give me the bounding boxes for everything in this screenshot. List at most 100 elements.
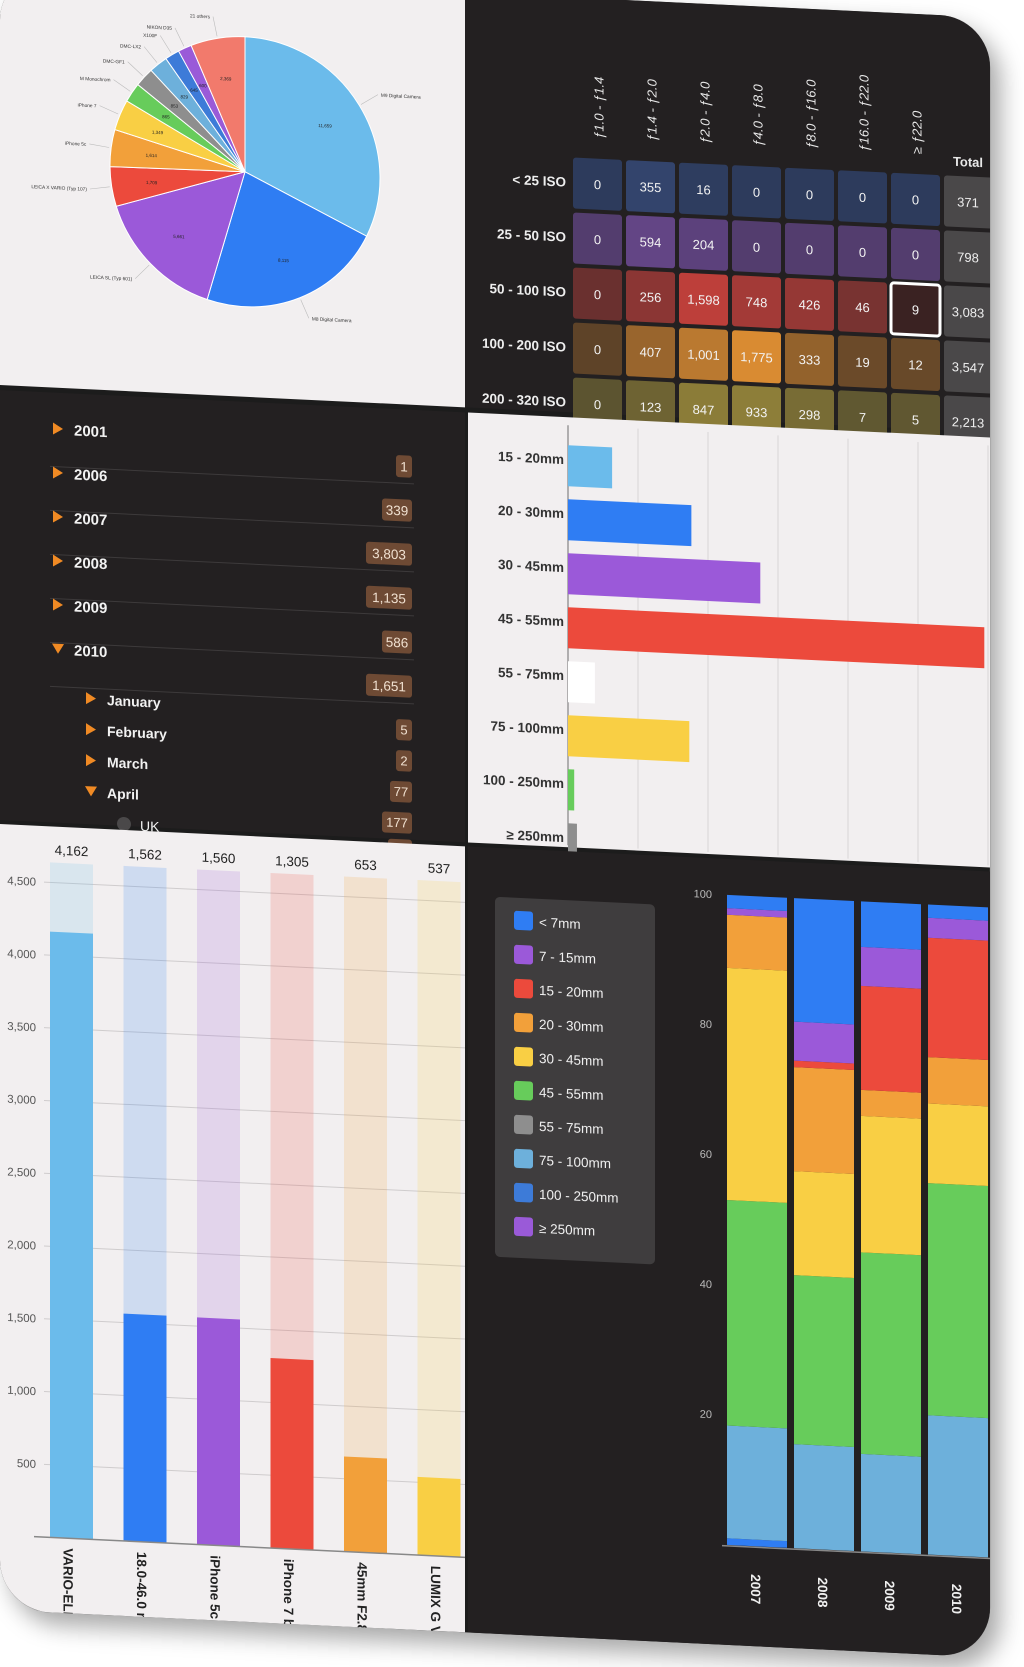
heatmap-cell[interactable] bbox=[626, 215, 675, 269]
stack-segment[interactable] bbox=[794, 898, 854, 1025]
tree-year-row[interactable]: 2006 339 bbox=[50, 465, 414, 529]
heatmap-cell[interactable] bbox=[785, 332, 834, 386]
stack-segment[interactable] bbox=[727, 894, 787, 912]
stack-segment[interactable] bbox=[794, 1171, 854, 1278]
heatmap-cell[interactable] bbox=[785, 222, 834, 276]
tree-month-row[interactable]: March 77 bbox=[86, 753, 412, 803]
heatmap-cell[interactable] bbox=[679, 272, 728, 326]
stack-segment[interactable] bbox=[794, 1021, 854, 1064]
heatmap-cell[interactable] bbox=[679, 162, 728, 216]
heatmap-cell[interactable] bbox=[838, 335, 887, 389]
heatmap-cell[interactable] bbox=[679, 382, 728, 436]
vbar-bar[interactable] bbox=[344, 1456, 387, 1554]
hbar-bar[interactable] bbox=[568, 661, 595, 704]
disclosure-closed-icon[interactable] bbox=[86, 692, 96, 705]
heatmap-cell[interactable] bbox=[891, 227, 940, 281]
vbar-bar[interactable] bbox=[417, 1476, 461, 1558]
disclosure-closed-icon[interactable] bbox=[86, 754, 96, 767]
stack-segment[interactable] bbox=[727, 1538, 787, 1548]
hbar-bar[interactable] bbox=[568, 607, 985, 669]
disclosure-closed-icon[interactable] bbox=[53, 466, 63, 479]
heatmap-cell[interactable] bbox=[626, 325, 675, 379]
heatmap-cell[interactable] bbox=[785, 387, 834, 441]
pie-slice[interactable] bbox=[115, 166, 246, 302]
stack-segment[interactable] bbox=[727, 1199, 787, 1429]
stack-segment[interactable] bbox=[861, 1089, 921, 1119]
stack-segment[interactable] bbox=[794, 1444, 854, 1551]
heatmap-cell[interactable] bbox=[889, 281, 942, 338]
stack-segment[interactable] bbox=[928, 904, 988, 921]
legend-item[interactable]: < 7mm bbox=[514, 910, 581, 933]
hbar-bar[interactable] bbox=[568, 445, 613, 489]
stack-segment[interactable] bbox=[928, 937, 988, 1060]
vbar-bar[interactable] bbox=[123, 1313, 167, 1543]
heatmap-cell[interactable] bbox=[732, 165, 781, 219]
stack-segment[interactable] bbox=[794, 1060, 854, 1070]
heatmap-cell[interactable] bbox=[891, 172, 940, 226]
stack-segment[interactable] bbox=[861, 985, 921, 1093]
heatmap-cell[interactable] bbox=[573, 212, 622, 266]
disclosure-closed-icon[interactable] bbox=[53, 422, 63, 435]
legend-item[interactable]: 7 - 15mm bbox=[514, 944, 596, 968]
stack-segment[interactable] bbox=[928, 1183, 988, 1419]
vbar-bar[interactable] bbox=[197, 1317, 240, 1547]
disclosure-closed-icon[interactable] bbox=[53, 598, 63, 611]
heatmap-cell[interactable] bbox=[891, 392, 940, 446]
heatmap-cell[interactable] bbox=[626, 160, 675, 214]
legend-item[interactable]: 20 - 30mm bbox=[514, 1012, 603, 1036]
stack-segment[interactable] bbox=[861, 946, 921, 989]
heatmap-cell[interactable] bbox=[573, 267, 622, 321]
heatmap-cell[interactable] bbox=[785, 167, 834, 221]
stack-segment[interactable] bbox=[861, 901, 921, 950]
heatmap-cell[interactable] bbox=[785, 277, 834, 331]
vbar-bar[interactable] bbox=[270, 1358, 314, 1551]
heatmap-cell[interactable] bbox=[838, 170, 887, 224]
heatmap-cell[interactable] bbox=[626, 380, 675, 434]
tree-month-row[interactable]: January 5 bbox=[86, 691, 412, 741]
heatmap-cell[interactable] bbox=[838, 280, 887, 334]
disclosure-closed-icon[interactable] bbox=[86, 723, 96, 736]
disclosure-open-icon[interactable] bbox=[85, 786, 97, 797]
heatmap-cell[interactable] bbox=[732, 275, 781, 329]
tree-month-row[interactable]: February 2 bbox=[86, 722, 412, 772]
disclosure-closed-icon[interactable] bbox=[53, 510, 63, 523]
disclosure-closed-icon[interactable] bbox=[53, 554, 63, 567]
tree-year-row[interactable]: 2007 3,803 bbox=[50, 509, 414, 573]
heatmap-cell[interactable] bbox=[732, 220, 781, 274]
stack-segment[interactable] bbox=[727, 967, 787, 1203]
stack-segment[interactable] bbox=[861, 1453, 921, 1555]
stack-segment[interactable] bbox=[794, 1067, 854, 1174]
tree-year-row[interactable]: 2001 1 bbox=[50, 421, 414, 485]
legend-item[interactable]: 45 - 55mm bbox=[514, 1080, 603, 1104]
tree-month-row[interactable]: April 177 bbox=[85, 784, 412, 834]
heatmap-cell[interactable] bbox=[679, 327, 728, 381]
vbar-bar[interactable] bbox=[50, 931, 93, 1540]
tree-year-row[interactable]: 2010 1,651 bbox=[50, 641, 414, 705]
hbar-bar[interactable] bbox=[568, 553, 761, 604]
heatmap-cell[interactable] bbox=[573, 157, 622, 211]
tree-year-row[interactable]: 2009 586 bbox=[50, 597, 414, 661]
heatmap-cell[interactable] bbox=[626, 270, 675, 324]
stack-segment[interactable] bbox=[928, 917, 988, 941]
stack-segment[interactable] bbox=[861, 1115, 921, 1256]
pie-slice[interactable] bbox=[244, 36, 381, 237]
disclosure-open-icon[interactable] bbox=[52, 643, 64, 654]
pie-slice[interactable] bbox=[190, 34, 246, 172]
heatmap-cell[interactable] bbox=[679, 217, 728, 271]
heatmap-cell[interactable] bbox=[891, 337, 940, 391]
stack-segment[interactable] bbox=[727, 914, 787, 971]
pie-slice[interactable] bbox=[206, 170, 368, 313]
heatmap-cell[interactable] bbox=[838, 225, 887, 279]
heatmap-cell[interactable] bbox=[573, 377, 622, 431]
hbar-bar[interactable] bbox=[568, 499, 692, 547]
tree-year-row[interactable]: 2008 1,135 bbox=[50, 553, 414, 617]
legend-item[interactable]: 55 - 75mm bbox=[514, 1114, 603, 1138]
heatmap-cell[interactable] bbox=[732, 330, 781, 384]
heatmap-cell[interactable] bbox=[732, 385, 781, 439]
stack-segment[interactable] bbox=[928, 1103, 988, 1186]
legend-item[interactable]: ≥ 250mm bbox=[514, 1216, 595, 1240]
heatmap-cell[interactable] bbox=[573, 322, 622, 376]
stack-segment[interactable] bbox=[928, 1057, 988, 1107]
stack-segment[interactable] bbox=[794, 1275, 854, 1447]
hbar-bar[interactable] bbox=[568, 715, 690, 763]
